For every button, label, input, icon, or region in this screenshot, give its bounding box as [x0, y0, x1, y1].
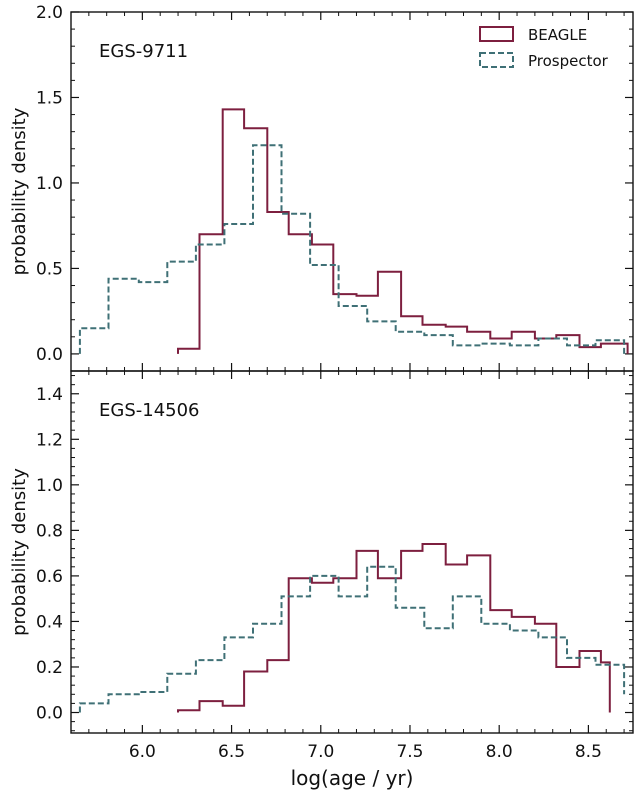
ytick-label: 2.0 — [36, 3, 63, 23]
ytick-label: 0.0 — [36, 345, 63, 365]
series-line-beagle — [177, 108, 629, 354]
series-line-prospector — [78, 144, 626, 354]
panel-label: EGS-14506 — [99, 400, 200, 421]
legend-swatch-prospector — [479, 52, 514, 68]
y-axis-title: probability density — [9, 468, 30, 636]
y-axis-title: probability density — [9, 107, 30, 275]
ytick-label: 0.8 — [36, 521, 63, 541]
xtick-label: 8.5 — [575, 742, 602, 762]
ytick-label: 1.4 — [36, 385, 63, 405]
xtick-label: 8.0 — [486, 742, 513, 762]
xtick-label: 6.5 — [218, 742, 245, 762]
legend-label: BEAGLE — [528, 26, 587, 44]
series-line-prospector — [78, 565, 626, 713]
ytick-label: 0.2 — [36, 658, 63, 678]
ytick-label: 0.5 — [36, 259, 63, 279]
x-axis-title: log(age / yr) — [291, 766, 414, 790]
xtick-label: 7.5 — [396, 742, 423, 762]
xtick-label: 7.0 — [307, 742, 334, 762]
legend-label: Prospector — [528, 52, 609, 70]
xtick-label: 6.0 — [129, 742, 156, 762]
ytick-label: 1.0 — [36, 174, 63, 194]
plot-frame-1 — [70, 370, 634, 734]
ytick-label: 1.0 — [36, 476, 63, 496]
ytick-label: 0.6 — [36, 567, 63, 587]
ytick-label: 0.4 — [36, 612, 63, 632]
ytick-label: 1.5 — [36, 88, 63, 108]
legend-swatch-beagle — [479, 26, 514, 42]
ytick-label: 1.2 — [36, 430, 63, 450]
panel-label: EGS-9711 — [99, 41, 188, 62]
ytick-label: 0.0 — [36, 704, 63, 724]
series-line-beagle — [177, 543, 611, 713]
